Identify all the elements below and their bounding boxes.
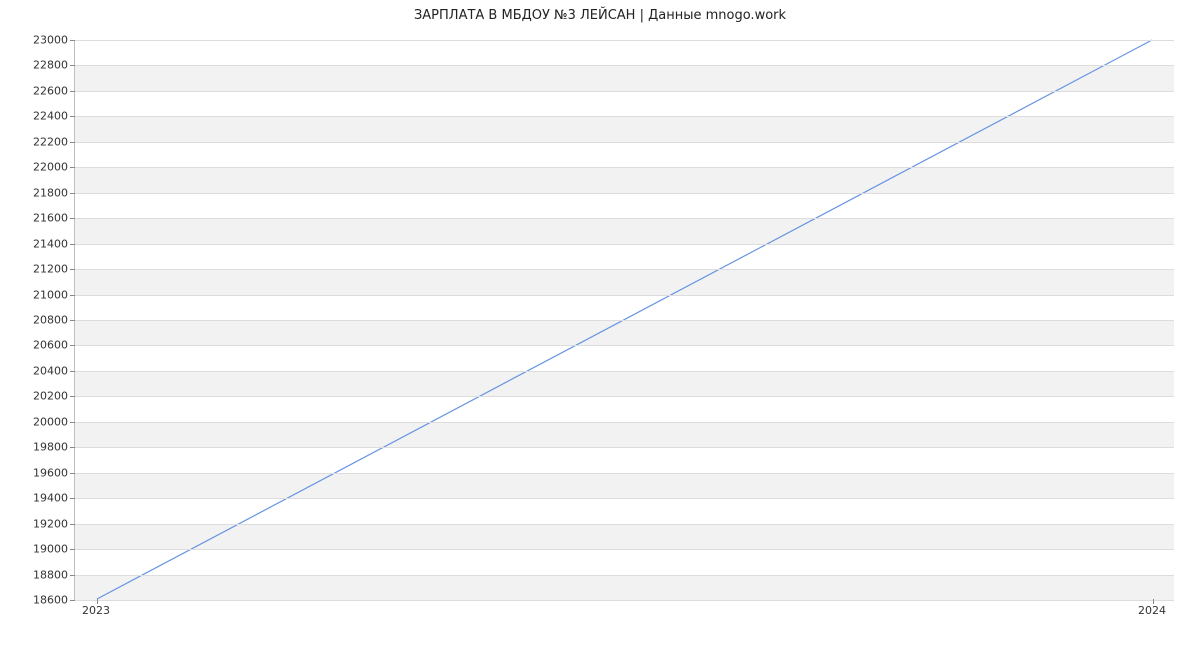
y-tick-mark xyxy=(70,396,75,397)
grid-line xyxy=(75,40,1174,41)
salary-chart: ЗАРПЛАТА В МБДОУ №3 ЛЕЙСАН | Данные mnog… xyxy=(0,0,1200,650)
grid-line xyxy=(75,295,1174,296)
grid-line xyxy=(75,371,1174,372)
y-tick-label: 21200 xyxy=(8,263,68,276)
y-tick-mark xyxy=(70,218,75,219)
y-tick-mark xyxy=(70,549,75,550)
y-tick-mark xyxy=(70,244,75,245)
x-tick-label: 2024 xyxy=(1138,604,1166,617)
grid-line xyxy=(75,65,1174,66)
y-tick-mark xyxy=(70,422,75,423)
y-tick-label: 20600 xyxy=(8,339,68,352)
grid-line xyxy=(75,600,1174,601)
y-tick-label: 21800 xyxy=(8,186,68,199)
grid-line xyxy=(75,473,1174,474)
y-tick-mark xyxy=(70,320,75,321)
y-tick-label: 18800 xyxy=(8,568,68,581)
y-tick-mark xyxy=(70,167,75,168)
grid-line xyxy=(75,549,1174,550)
y-tick-label: 21600 xyxy=(8,212,68,225)
y-tick-label: 23000 xyxy=(8,34,68,47)
y-tick-label: 22000 xyxy=(8,161,68,174)
grid-line xyxy=(75,91,1174,92)
y-tick-label: 19200 xyxy=(8,517,68,530)
y-tick-mark xyxy=(70,447,75,448)
grid-line xyxy=(75,422,1174,423)
y-tick-label: 19000 xyxy=(8,543,68,556)
y-tick-mark xyxy=(70,193,75,194)
grid-line xyxy=(75,193,1174,194)
y-tick-label: 19400 xyxy=(8,492,68,505)
grid-line xyxy=(75,269,1174,270)
y-tick-mark xyxy=(70,524,75,525)
y-tick-label: 22800 xyxy=(8,59,68,72)
grid-line xyxy=(75,524,1174,525)
y-tick-label: 22600 xyxy=(8,84,68,97)
y-tick-mark xyxy=(70,600,75,601)
y-tick-mark xyxy=(70,142,75,143)
y-tick-mark xyxy=(70,269,75,270)
grid-line xyxy=(75,345,1174,346)
grid-line xyxy=(75,167,1174,168)
y-tick-mark xyxy=(70,116,75,117)
y-tick-label: 19600 xyxy=(8,466,68,479)
grid-line xyxy=(75,575,1174,576)
x-tick-label: 2023 xyxy=(82,604,110,617)
y-tick-mark xyxy=(70,65,75,66)
grid-line xyxy=(75,116,1174,117)
y-tick-label: 18600 xyxy=(8,594,68,607)
grid-line xyxy=(75,396,1174,397)
grid-line xyxy=(75,244,1174,245)
grid-line xyxy=(75,447,1174,448)
plot-area xyxy=(74,40,1174,600)
y-tick-mark xyxy=(70,295,75,296)
y-tick-label: 22200 xyxy=(8,135,68,148)
y-tick-mark xyxy=(70,473,75,474)
grid-line xyxy=(75,320,1174,321)
grid-line xyxy=(75,218,1174,219)
y-tick-label: 19800 xyxy=(8,441,68,454)
y-tick-mark xyxy=(70,371,75,372)
y-tick-label: 21400 xyxy=(8,237,68,250)
y-tick-mark xyxy=(70,91,75,92)
y-tick-label: 20200 xyxy=(8,390,68,403)
y-tick-mark xyxy=(70,40,75,41)
chart-title: ЗАРПЛАТА В МБДОУ №3 ЛЕЙСАН | Данные mnog… xyxy=(0,8,1200,23)
grid-line xyxy=(75,142,1174,143)
y-tick-mark xyxy=(70,498,75,499)
grid-line xyxy=(75,498,1174,499)
y-tick-mark xyxy=(70,575,75,576)
y-tick-label: 20800 xyxy=(8,314,68,327)
y-tick-label: 20400 xyxy=(8,364,68,377)
y-tick-mark xyxy=(70,345,75,346)
y-tick-label: 20000 xyxy=(8,415,68,428)
y-tick-label: 21000 xyxy=(8,288,68,301)
y-tick-label: 22400 xyxy=(8,110,68,123)
